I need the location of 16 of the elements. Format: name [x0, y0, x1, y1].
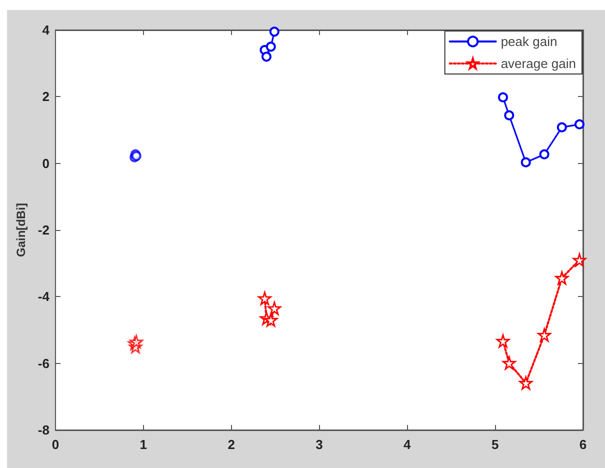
- x-tick-label: 5: [491, 437, 499, 452]
- y-tick-label: -4: [38, 289, 50, 304]
- x-tick-label: 3: [316, 437, 323, 452]
- x-tick-label: 6: [579, 437, 587, 452]
- x-tick-label: 1: [140, 437, 147, 452]
- y-tick-label: 2: [42, 89, 50, 104]
- legend-label: peak gain: [500, 34, 558, 49]
- y-tick-label: -8: [38, 422, 50, 438]
- x-tick-label: 2: [228, 437, 235, 452]
- legend-label: average gain: [500, 56, 576, 71]
- x-tick-label: 4: [404, 437, 412, 452]
- y-tick-label: -6: [38, 356, 50, 371]
- y-tick-label: -2: [38, 222, 50, 238]
- y-tick-label: 4: [42, 22, 50, 38]
- y-axis-title: Gain[dBi]: [14, 203, 28, 257]
- y-tick-label: 0: [42, 156, 50, 171]
